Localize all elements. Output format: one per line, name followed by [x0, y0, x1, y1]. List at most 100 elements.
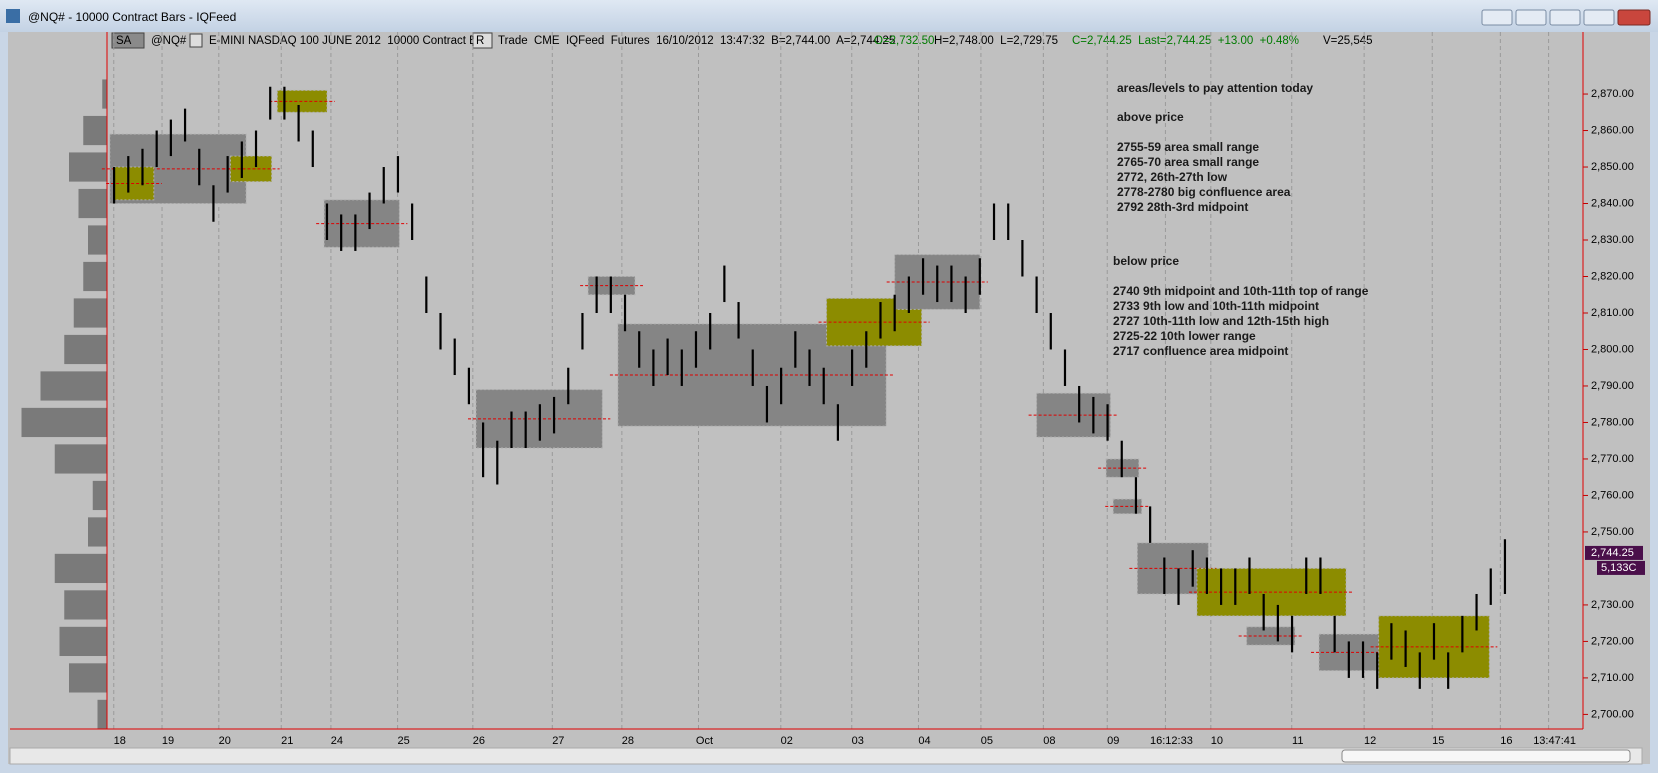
x-tick-label: 02 — [781, 735, 793, 747]
window-buttons — [1481, 9, 1651, 26]
annotation: 2740 9th midpoint and 10th-11th top of r… — [1113, 284, 1369, 298]
button[interactable] — [1515, 9, 1547, 26]
y-tick-label: 2,750.00 — [1591, 526, 1634, 538]
mode: R — [476, 35, 484, 47]
annotation: 2778-2780 big confluence area — [1117, 185, 1291, 199]
scrollbar[interactable] — [9, 747, 1643, 765]
y-tick-label: 2,830.00 — [1591, 234, 1634, 246]
volume-bar — [64, 334, 107, 365]
x-tick-label: Oct — [696, 735, 713, 747]
change: C=2,744.25 Last=2,744.25 +13.00 +0.48% — [1072, 35, 1299, 47]
volume-bar — [73, 298, 107, 328]
annotation: 2772, 26th-27th low — [1117, 170, 1228, 184]
button[interactable] — [1481, 9, 1513, 26]
volume-bar — [83, 115, 107, 146]
title-bar — [0, 0, 1658, 32]
y-tick-label: 2,700.00 — [1591, 708, 1634, 720]
x-tick-label: 19 — [162, 735, 174, 747]
volume-bar — [83, 261, 107, 292]
volume-bar — [88, 517, 107, 547]
volume-bar — [69, 663, 107, 693]
high-low: H=2,748.00 L=2,729.75 — [934, 35, 1058, 47]
y-tick-label: 2,730.00 — [1591, 599, 1634, 611]
symbol: @NQ# — [151, 35, 187, 47]
open-price: O=2,732.50 — [874, 35, 934, 47]
volume-bar — [88, 225, 107, 255]
volume-bar — [59, 626, 107, 657]
quote-info: Trade CME IQFeed Futures 16/10/2012 13:4… — [498, 35, 895, 47]
x-tick-label: 28 — [622, 735, 634, 747]
bar-count-box — [1597, 560, 1645, 575]
annotation: 2727 10th-11th low and 12th-15th high — [1113, 314, 1329, 328]
scroll-thumb[interactable] — [1341, 749, 1631, 763]
annotation: below price — [1113, 254, 1179, 268]
y-tick-label: 2,760.00 — [1591, 489, 1634, 501]
y-tick-label: 2,840.00 — [1591, 197, 1634, 209]
y-tick-label: 2,710.00 — [1591, 672, 1634, 684]
x-tick-label: 04 — [918, 735, 930, 747]
x-tick-label: 03 — [852, 735, 864, 747]
x-tick-label: 09 — [1107, 735, 1119, 747]
volume-bar — [69, 152, 107, 182]
x-tick-label: 20 — [219, 735, 231, 747]
y-tick-label: 2,810.00 — [1591, 307, 1634, 319]
annotation: 2765-70 area small range — [1117, 155, 1259, 169]
x-tick-label: 18 — [114, 735, 126, 747]
annotation: 2755-59 area small range — [1117, 140, 1259, 154]
annotation: above price — [1117, 110, 1184, 124]
annotation: 2733 9th low and 10th-11th midpoint — [1113, 299, 1319, 313]
x-tick-label: 11 — [1292, 735, 1303, 747]
y-tick-label: 2,720.00 — [1591, 635, 1634, 647]
y-tick-label: 2,860.00 — [1591, 124, 1634, 136]
app-icon — [6, 9, 20, 23]
x-tick-label: 26 — [473, 735, 485, 747]
volume-bar — [40, 371, 107, 401]
x-tick-label: 05 — [981, 735, 993, 747]
y-tick-label: 2,870.00 — [1591, 88, 1634, 100]
last-price-box — [1585, 545, 1643, 560]
volume-bar — [102, 79, 107, 109]
x-tick-label: 15 — [1432, 735, 1444, 747]
volume-bar — [21, 407, 107, 438]
y-tick-label: 2,850.00 — [1591, 161, 1634, 173]
x-tick-label: 16 — [1500, 735, 1512, 747]
y-tick-label: 2,770.00 — [1591, 453, 1634, 465]
volume-bar — [54, 553, 107, 584]
x-tick-label: 10 — [1211, 735, 1223, 747]
toolbar: SA @NQ# E-MINI NASDAQ 100 JUNE 2012 1000… — [111, 32, 1373, 49]
volume-bar — [78, 188, 107, 219]
y-tick-label: 2,820.00 — [1591, 270, 1634, 282]
sa-button[interactable] — [111, 32, 145, 49]
plot: 18 19 20 21 24 25 26 27 28 Oct 02 03 04 05 08 09 16:12:3… — [10, 32, 1645, 747]
x-tick-label: 27 — [552, 735, 564, 747]
y-tick-label: 2,800.00 — [1591, 343, 1634, 355]
x-tick-label: 21 — [281, 735, 293, 747]
x-tick-label: 25 — [397, 735, 409, 747]
minimize-button[interactable] — [1549, 9, 1581, 26]
window-title: @NQ# - 10000 Contract Bars - IQFeed — [28, 10, 236, 24]
bar-count-label: 5,133C — [1601, 562, 1637, 574]
y-tick-label: 2,790.00 — [1591, 380, 1634, 392]
annotation: areas/levels to pay attention today — [1117, 81, 1313, 95]
x-tick-label: 24 — [331, 735, 343, 747]
volume-bar — [97, 699, 107, 729]
last-price-label: 2,744.25 — [1591, 547, 1634, 559]
volume-bar — [54, 444, 107, 474]
maximize-button[interactable] — [1583, 9, 1615, 26]
volume: V=25,545 — [1323, 35, 1373, 47]
description: E-MINI NASDAQ 100 JUNE 2012 10000 Contra… — [209, 35, 493, 47]
sa-label: SA — [116, 35, 132, 47]
volume-bar — [64, 590, 107, 620]
y-tick-label: 2,780.00 — [1591, 416, 1634, 428]
dropdown[interactable] — [189, 33, 203, 48]
x-tick-label: 12 — [1364, 735, 1376, 747]
annotation: 2717 confluence area midpoint — [1113, 344, 1288, 358]
x-tick-label: 16:12:33 — [1150, 735, 1193, 747]
annotation: 2792 28th-3rd midpoint — [1117, 200, 1248, 214]
x-tick-label: 08 — [1043, 735, 1055, 747]
volume-bar — [92, 480, 107, 511]
x-tick-label: 13:47:41 — [1533, 735, 1576, 747]
close-button[interactable] — [1617, 9, 1651, 26]
annotation: 2725-22 10th lower range — [1113, 329, 1256, 343]
